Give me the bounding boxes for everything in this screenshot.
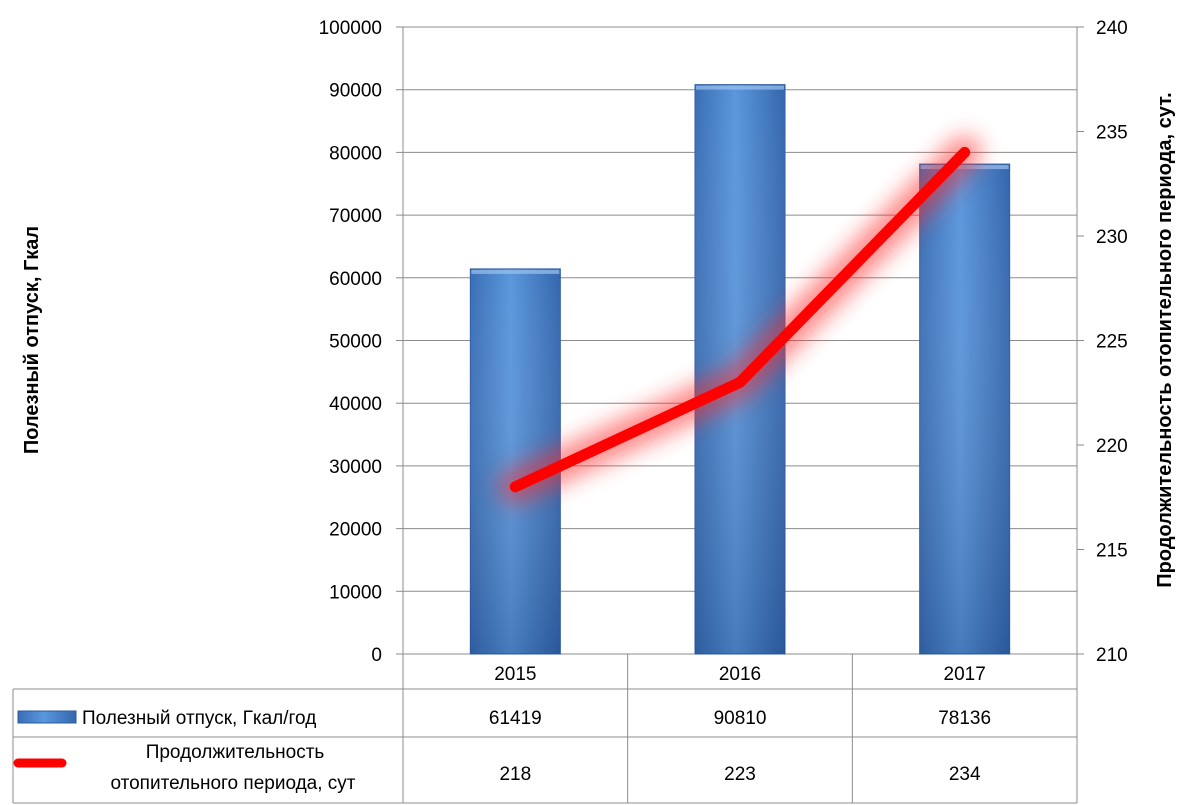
table-cell-value: 61419 <box>489 708 542 729</box>
right-axis-ticks: 210 215 220 225 230 235 240 <box>1077 18 1128 666</box>
line-series <box>498 135 982 504</box>
right-tick-label: 230 <box>1096 227 1128 248</box>
right-tick-label: 225 <box>1096 332 1128 353</box>
table-header-row: 2015 2016 2017 <box>494 664 986 685</box>
left-tick-label: 100000 <box>319 18 382 39</box>
legend-key-bar <box>17 710 77 724</box>
category-label-2016: 2016 <box>719 664 761 685</box>
left-axis-title: Полезный отпуск, Гкал <box>21 226 43 454</box>
table-cell-value: 218 <box>499 764 531 785</box>
left-tick-label: 60000 <box>329 269 382 290</box>
right-tick-label: 240 <box>1096 18 1128 39</box>
legend-label-line-1: Продолжительность <box>146 742 325 763</box>
data-table: 2015 2016 2017 Полезный отпуск, Гкал/год П… <box>12 654 1078 804</box>
legend-label-bar: Полезный отпуск, Гкал/год <box>82 708 316 729</box>
left-tick-label: 0 <box>371 645 382 666</box>
left-tick-label: 50000 <box>329 332 382 353</box>
category-label-2017: 2017 <box>944 664 986 685</box>
right-tick-label: 235 <box>1096 123 1128 144</box>
left-tick-label: 10000 <box>329 582 382 603</box>
left-tick-label: 20000 <box>329 520 382 541</box>
table-cell-value: 234 <box>949 764 981 785</box>
table-cell-value: 223 <box>724 764 756 785</box>
right-tick-label: 210 <box>1096 645 1128 666</box>
left-tick-label: 40000 <box>329 394 382 415</box>
table-values: 61419 90810 78136 218 223 234 <box>489 708 991 785</box>
bar-shade-2017 <box>919 164 1010 654</box>
right-axis-title: Продолжительность отопительного периода,… <box>1154 92 1176 587</box>
left-tick-label: 80000 <box>329 143 382 164</box>
legend-label-line-2: отопительного периода, сут <box>110 773 355 794</box>
category-label-2015: 2015 <box>494 664 536 685</box>
left-axis-ticks: 0 10000 20000 30000 40000 50000 60000 70000 8000… <box>319 18 403 666</box>
table-grid <box>12 654 1078 804</box>
table-cell-value: 78136 <box>938 708 991 729</box>
right-tick-label: 220 <box>1096 436 1128 457</box>
right-tick-label: 215 <box>1096 541 1128 562</box>
left-tick-label: 90000 <box>329 81 382 102</box>
left-tick-label: 30000 <box>329 457 382 478</box>
table-cell-value: 90810 <box>714 708 767 729</box>
left-tick-label: 70000 <box>329 206 382 227</box>
bar-highlight-2015 <box>471 269 560 274</box>
bar-highlight-2016 <box>696 85 784 90</box>
